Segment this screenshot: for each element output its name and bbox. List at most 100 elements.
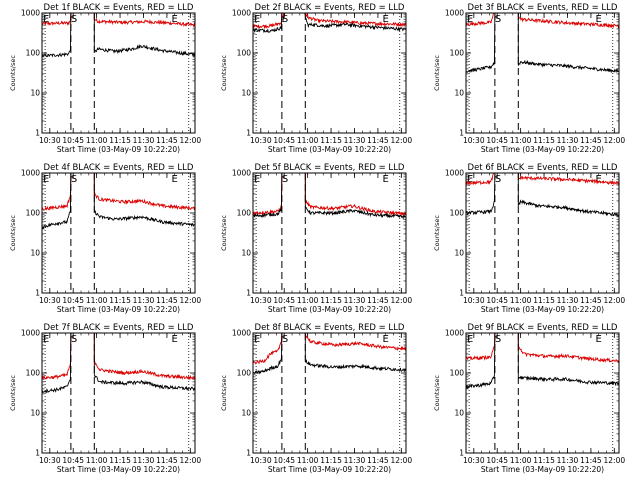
- x-tick-label: 10:45: [486, 296, 508, 305]
- panel-2: Det 2f BLACK = Events, RED = LLD 1 10 100 10…: [220, 3, 412, 154]
- x-tick-label: 11:15: [320, 296, 342, 305]
- x-axis-label: Start Time (03-May-09 10:22:20): [481, 465, 604, 474]
- plot-frame: [465, 172, 620, 294]
- y-tick-label: 1: [35, 129, 40, 138]
- marker-e: E: [596, 14, 602, 25]
- x-axis-label: Start Time (03-May-09 10:22:20): [57, 305, 180, 314]
- panel-title: Det 6f BLACK = Events, RED = LLD: [468, 163, 618, 173]
- x-tick-label: 11:45: [156, 456, 178, 465]
- events-series-line: [93, 333, 195, 392]
- marker-e: E: [43, 174, 49, 185]
- marker-s: S: [71, 334, 77, 345]
- x-tick-label: 11:00: [86, 456, 108, 465]
- panel-5: Det 5f BLACK = Events, RED = LLD 1 10 100 10…: [220, 163, 412, 314]
- y-tick-label: 1: [35, 289, 40, 298]
- y-tick-label: 1: [246, 289, 251, 298]
- events-series-line: [517, 13, 619, 74]
- x-axis-label: Start Time (03-May-09 10:22:20): [481, 305, 604, 314]
- x-tick-label: 10:30: [39, 296, 61, 305]
- panel-4: Det 4f BLACK = Events, RED = LLD 1 10 100 10…: [9, 163, 201, 314]
- y-tick-label: 100: [26, 49, 41, 58]
- lld-series-line: [517, 13, 619, 29]
- x-tick-label: 11:30: [557, 136, 579, 145]
- y-axis-label: Counts/sec: [220, 375, 228, 411]
- lld-series-line: [253, 13, 283, 30]
- y-tick-label: 10: [241, 89, 251, 98]
- x-tick-label: 10:45: [486, 136, 508, 145]
- marker-e: E: [43, 334, 49, 345]
- x-tick-label: 10:45: [62, 456, 84, 465]
- y-axis-label: Counts/sec: [9, 375, 17, 411]
- events-series-line: [93, 173, 195, 228]
- events-series-line: [304, 173, 406, 220]
- x-tick-label: 10:45: [62, 136, 84, 145]
- y-axis-label: Counts/sec: [9, 55, 17, 91]
- x-tick-label: 10:30: [39, 456, 61, 465]
- panel-title: Det 7f BLACK = Events, RED = LLD: [44, 323, 194, 333]
- x-tick-label: 11:45: [580, 296, 602, 305]
- marker-e: E: [596, 174, 602, 185]
- x-tick-label: 11:15: [533, 456, 555, 465]
- y-tick-label: 100: [26, 369, 41, 378]
- y-tick-label: 1: [35, 449, 40, 458]
- lld-series-line: [93, 13, 195, 28]
- plot-frame: [252, 172, 407, 294]
- x-tick-label: 12:00: [604, 456, 626, 465]
- x-tick-label: 10:30: [463, 456, 485, 465]
- curves: [42, 13, 195, 58]
- x-tick-label: 11:45: [367, 456, 389, 465]
- y-tick-label: 1000: [21, 169, 40, 178]
- y-tick-label: 10: [454, 409, 464, 418]
- x-tick-label: 12:00: [604, 136, 626, 145]
- x-axis-label: Start Time (03-May-09 10:22:20): [268, 465, 391, 474]
- y-tick-label: 10: [241, 409, 251, 418]
- x-tick-label: 11:30: [557, 456, 579, 465]
- lld-series-line: [304, 333, 406, 351]
- marker-s: S: [71, 174, 77, 185]
- events-series-line: [42, 333, 72, 394]
- marker-e: E: [254, 174, 260, 185]
- x-tick-label: 10:30: [250, 456, 272, 465]
- plot-frame: [41, 12, 196, 134]
- y-tick-label: 10: [241, 249, 251, 258]
- y-tick-label: 10: [454, 249, 464, 258]
- x-tick-label: 11:15: [109, 456, 131, 465]
- x-tick-label: 11:00: [510, 136, 532, 145]
- panel-title: Det 1f BLACK = Events, RED = LLD: [44, 3, 194, 13]
- y-tick-label: 10: [30, 249, 40, 258]
- panel-9: Det 9f BLACK = Events, RED = LLD 1 10 100 10…: [433, 323, 625, 474]
- events-series-line: [517, 333, 619, 387]
- events-series-line: [517, 173, 619, 218]
- y-tick-label: 100: [26, 209, 41, 218]
- y-tick-label: 1000: [232, 169, 251, 178]
- lld-series-line: [42, 173, 72, 211]
- panel-title: Det 8f BLACK = Events, RED = LLD: [255, 323, 405, 333]
- x-tick-label: 12:00: [391, 136, 413, 145]
- panel-6: Det 6f BLACK = Events, RED = LLD 1 10 100 10…: [433, 163, 625, 314]
- panel-8: Det 8f BLACK = Events, RED = LLD 1 10 100 10…: [220, 323, 412, 474]
- y-axis-label: Counts/sec: [433, 375, 441, 411]
- plot-frame: [41, 332, 196, 454]
- y-tick-label: 1000: [445, 9, 464, 18]
- marker-s: S: [282, 174, 288, 185]
- lld-series-line: [282, 13, 406, 28]
- panel-title: Det 2f BLACK = Events, RED = LLD: [255, 3, 405, 13]
- lld-series-line: [466, 173, 494, 186]
- x-tick-label: 11:15: [320, 456, 342, 465]
- lld-series-line: [517, 333, 619, 363]
- y-axis-label: Counts/sec: [9, 215, 17, 251]
- curves: [253, 13, 406, 34]
- marker-e: E: [467, 174, 473, 185]
- panel-title: Det 9f BLACK = Events, RED = LLD: [468, 323, 618, 333]
- events-series-line: [304, 333, 406, 373]
- y-tick-label: 10: [30, 409, 40, 418]
- panel-1: Det 1f BLACK = Events, RED = LLD 1 10 100 10…: [9, 3, 201, 154]
- x-tick-label: 10:45: [273, 296, 295, 305]
- events-series-line: [42, 173, 72, 230]
- y-tick-label: 1000: [232, 9, 251, 18]
- marker-e: E: [467, 334, 473, 345]
- y-tick-label: 1000: [21, 9, 40, 18]
- x-tick-label: 11:00: [510, 456, 532, 465]
- x-axis-label: Start Time (03-May-09 10:22:20): [268, 305, 391, 314]
